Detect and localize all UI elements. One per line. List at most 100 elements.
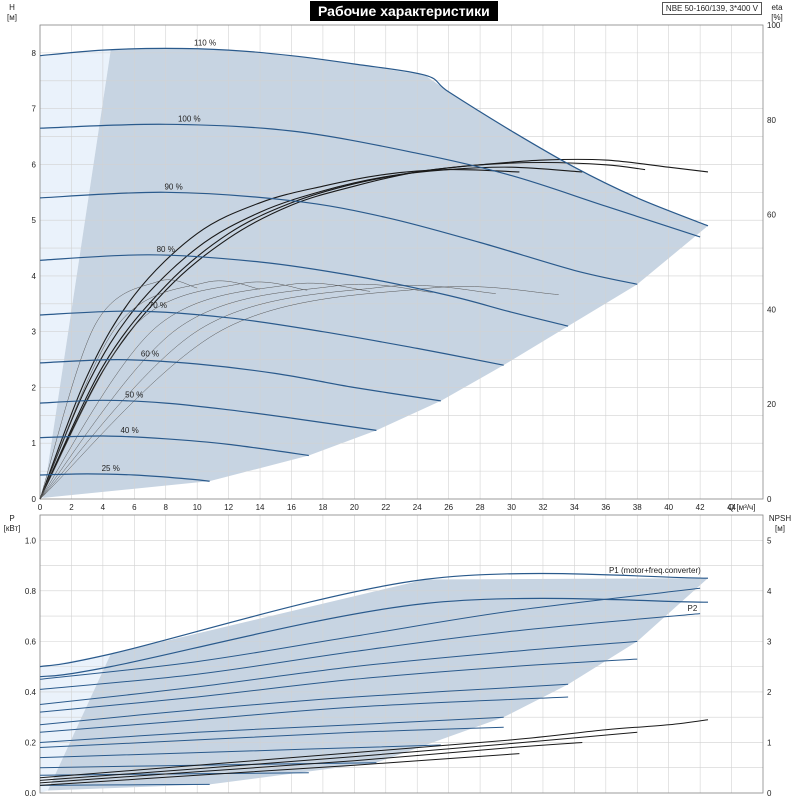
- y2-tick-label: 40: [767, 305, 776, 314]
- x-tick-label: 12: [224, 503, 233, 512]
- y-tick-label: 0.6: [25, 637, 37, 646]
- power-curve: [39, 726, 504, 748]
- x-tick-label: 6: [132, 503, 137, 512]
- x-tick-label: 18: [318, 503, 327, 512]
- y-tick-label: 7: [32, 105, 37, 114]
- y-tick-label: 3: [32, 328, 37, 337]
- head-curve: [39, 399, 377, 431]
- efficiency-fan-curve: [39, 286, 559, 500]
- curve-label: 70 %: [149, 301, 167, 310]
- light-region: [40, 50, 111, 499]
- x-tick-label: 42: [696, 503, 705, 512]
- efficiency-fan-curve: [39, 279, 198, 500]
- y2-tick-label: 80: [767, 116, 776, 125]
- y-tick-label: 0: [32, 495, 37, 504]
- y2-axis-label: NPSH: [769, 514, 791, 523]
- y2-tick-label: 2: [767, 688, 772, 697]
- power-curve: [39, 640, 638, 705]
- x-tick-label: 40: [664, 503, 673, 512]
- efficiency-curve: [39, 169, 520, 500]
- x-tick-label: 32: [539, 503, 548, 512]
- legend-p1: P1 (motor+freq.converter): [609, 566, 701, 575]
- y-tick-label: 1.0: [25, 536, 37, 545]
- legend-p2: P2: [688, 604, 698, 613]
- power-curve: [39, 613, 701, 690]
- efficiency-fan-curve: [39, 283, 433, 500]
- npsh-curve: [39, 742, 583, 784]
- light-region: [40, 654, 111, 793]
- power-curve: [39, 716, 504, 743]
- head-curve: [39, 358, 441, 402]
- y-axis-unit: [м]: [7, 13, 17, 22]
- y2-axis-label: eta: [771, 3, 783, 12]
- y-axis-label: H: [9, 3, 15, 12]
- y2-axis-unit: [%]: [771, 13, 783, 22]
- efficiency-fan-curve: [39, 285, 496, 500]
- operating-area: [43, 48, 708, 498]
- power-curve: [39, 587, 701, 680]
- npsh-curve: [39, 731, 638, 781]
- curve-label: 90 %: [164, 182, 182, 191]
- y-tick-label: 0.0: [25, 789, 37, 798]
- y2-tick-label: 1: [767, 738, 772, 747]
- y2-tick-label: 0: [767, 495, 772, 504]
- head-curve: [39, 435, 309, 457]
- curve-label: 25 %: [102, 464, 120, 473]
- y2-tick-label: 5: [767, 536, 772, 545]
- x-tick-label: 30: [507, 503, 516, 512]
- power-curve: [39, 658, 638, 713]
- power-curve: [39, 683, 569, 726]
- head-curve: [39, 47, 709, 227]
- x-tick-label: 24: [413, 503, 422, 512]
- head-curve: [39, 254, 569, 327]
- y2-tick-label: 3: [767, 637, 772, 646]
- curve-label: 80 %: [157, 245, 175, 254]
- power-curve: [39, 572, 709, 668]
- curve-label: 110 %: [194, 38, 216, 47]
- y-tick-label: 1: [32, 439, 37, 448]
- npsh-curve: [39, 719, 709, 779]
- x-tick-label: 4: [101, 503, 106, 512]
- y-axis-unit: [кВт]: [4, 524, 21, 533]
- y2-axis-unit: [м]: [775, 524, 785, 533]
- x-tick-label: 14: [256, 503, 265, 512]
- y2-tick-label: 60: [767, 211, 776, 220]
- y-tick-label: 4: [32, 272, 37, 281]
- x-tick-label: 10: [193, 503, 202, 512]
- x-tick-label: 38: [633, 503, 642, 512]
- curve-label: 100 %: [178, 114, 201, 123]
- y2-tick-label: 20: [767, 400, 776, 409]
- x-tick-label: 20: [350, 503, 359, 512]
- y-axis-label: P: [9, 514, 14, 523]
- y2-tick-label: 0: [767, 789, 772, 798]
- plot-frame: [39, 24, 764, 500]
- x-tick-label: 0: [38, 503, 43, 512]
- x-tick-label: 36: [601, 503, 610, 512]
- head-curve: [39, 310, 504, 366]
- y-tick-label: 6: [32, 160, 37, 169]
- y-tick-label: 0.2: [25, 738, 37, 747]
- x-tick-label: 8: [164, 503, 169, 512]
- efficiency-curve: [39, 166, 583, 500]
- x-tick-label: 34: [570, 503, 579, 512]
- y2-tick-label: 4: [767, 587, 772, 596]
- power-curve: [39, 744, 441, 759]
- chart-title: Рабочие характеристики: [310, 1, 498, 21]
- npsh-curve: [39, 753, 520, 786]
- x-tick-label: 26: [444, 503, 453, 512]
- y-tick-label: 5: [32, 216, 37, 225]
- y-tick-label: 0.4: [25, 688, 37, 697]
- curve-label: 40 %: [120, 426, 138, 435]
- y-tick-label: 2: [32, 383, 37, 392]
- x-axis-label: Q [м³/ч]: [728, 503, 755, 512]
- y-tick-label: 8: [32, 49, 37, 58]
- plot-frame: [39, 514, 764, 794]
- x-tick-label: 22: [381, 503, 390, 512]
- head-curve: [39, 123, 701, 238]
- y-tick-label: 0.8: [25, 587, 37, 596]
- head-curve: [39, 191, 638, 285]
- efficiency-fan-curve: [39, 282, 371, 500]
- efficiency-curve: [39, 161, 646, 500]
- x-tick-label: 44: [727, 503, 736, 512]
